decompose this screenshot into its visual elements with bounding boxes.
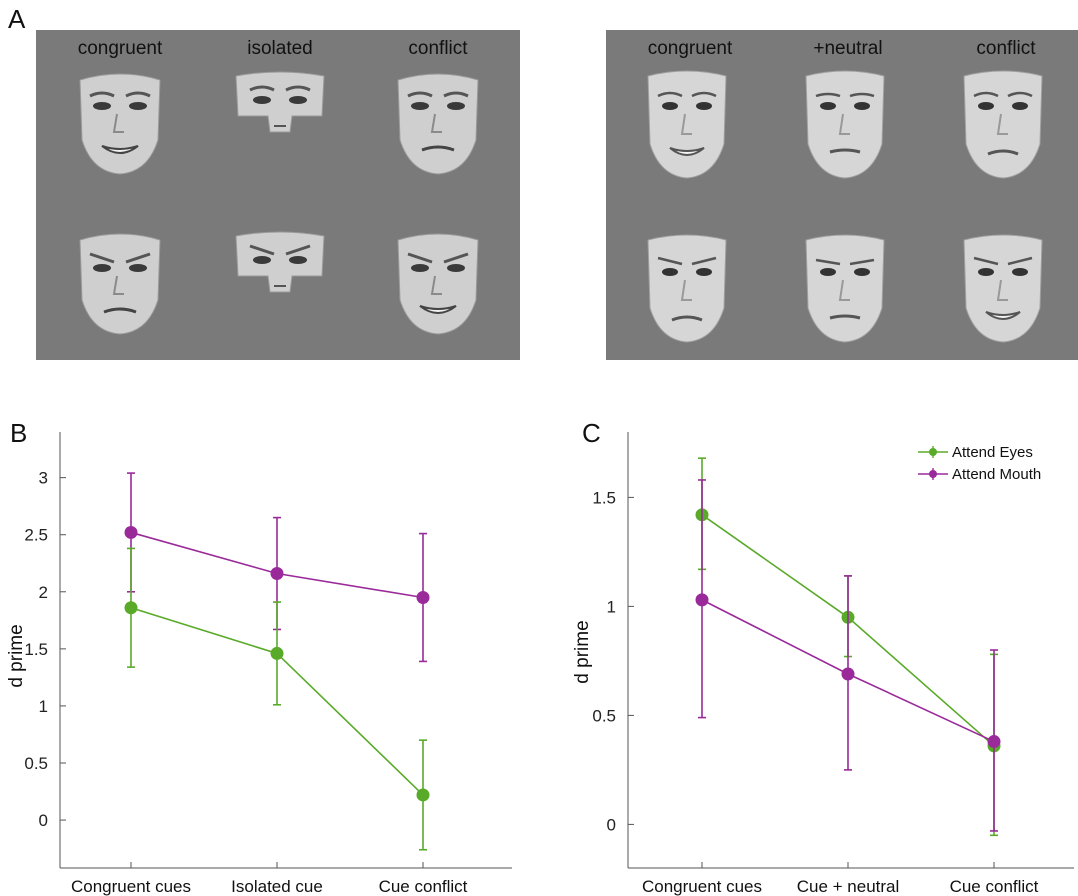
chart-b-y-tick-label: 1 [39, 697, 48, 716]
chart-b-point-eyes [124, 601, 138, 615]
face-male-happy-icon [79, 73, 161, 175]
face-male-angry-icon [79, 233, 161, 335]
chart-b-point-eyes [270, 646, 284, 660]
chart-b-plot: 0 0.5 1 1.5 2 2.5 3 Congruent cues Isolated cue C… [24, 432, 512, 896]
chart-b-y-tick-label: 1.5 [24, 640, 48, 659]
stimulus-label-conflict-right: conflict [976, 38, 1036, 59]
stimulus-panel-left: congruent isolated conflict [36, 30, 520, 360]
chart-b-y-tick-label: 3 [39, 469, 48, 488]
face-female-neutral-icon [805, 70, 885, 179]
stimulus-label-conflict: conflict [408, 38, 468, 59]
chart-b-point-mouth [270, 567, 284, 581]
stimulus-label-congruent-right: congruent [647, 38, 733, 59]
face-female-neutral-2-icon [805, 234, 885, 343]
panel-letter-c: C [582, 418, 601, 448]
face-male-conflict-smile-icon [397, 233, 479, 335]
chart-b-x-tick-label: Isolated cue [231, 877, 323, 896]
chart-b-point-mouth [416, 590, 430, 604]
chart-b-point-mouth [124, 525, 138, 539]
face-female-angry-icon [647, 234, 727, 343]
stimulus-label-neutral: +neutral [813, 38, 883, 59]
stimulus-label-isolated: isolated [247, 38, 313, 59]
chart-b-ylabel: d prime [6, 624, 27, 687]
chart-b-y-tick-label: 0.5 [24, 754, 48, 773]
chart-b-y-tick-label: 2.5 [24, 526, 48, 545]
panel-letter-a: A [8, 4, 26, 34]
chart-b-y-tick-label: 2 [39, 583, 48, 602]
face-female-happy-icon [647, 70, 727, 179]
chart-b-point-eyes [416, 788, 430, 802]
face-male-eyes-only-angry-icon [235, 231, 325, 293]
face-male-conflict-icon [397, 73, 479, 175]
chart-b-x-tick-label: Cue conflict [379, 877, 468, 896]
face-female-conflict-icon [963, 70, 1043, 179]
chart-b-x-tick-label: Congruent cues [71, 877, 191, 896]
stimulus-label-congruent: congruent [77, 38, 163, 59]
stimulus-panel-right: congruent +neutral conflict [606, 30, 1078, 360]
panel-letter-b: B [10, 418, 28, 448]
face-male-eyes-only-icon [235, 71, 325, 133]
face-female-conflict-smile-icon [963, 234, 1043, 343]
chart-b-y-tick-label: 0 [39, 811, 48, 830]
